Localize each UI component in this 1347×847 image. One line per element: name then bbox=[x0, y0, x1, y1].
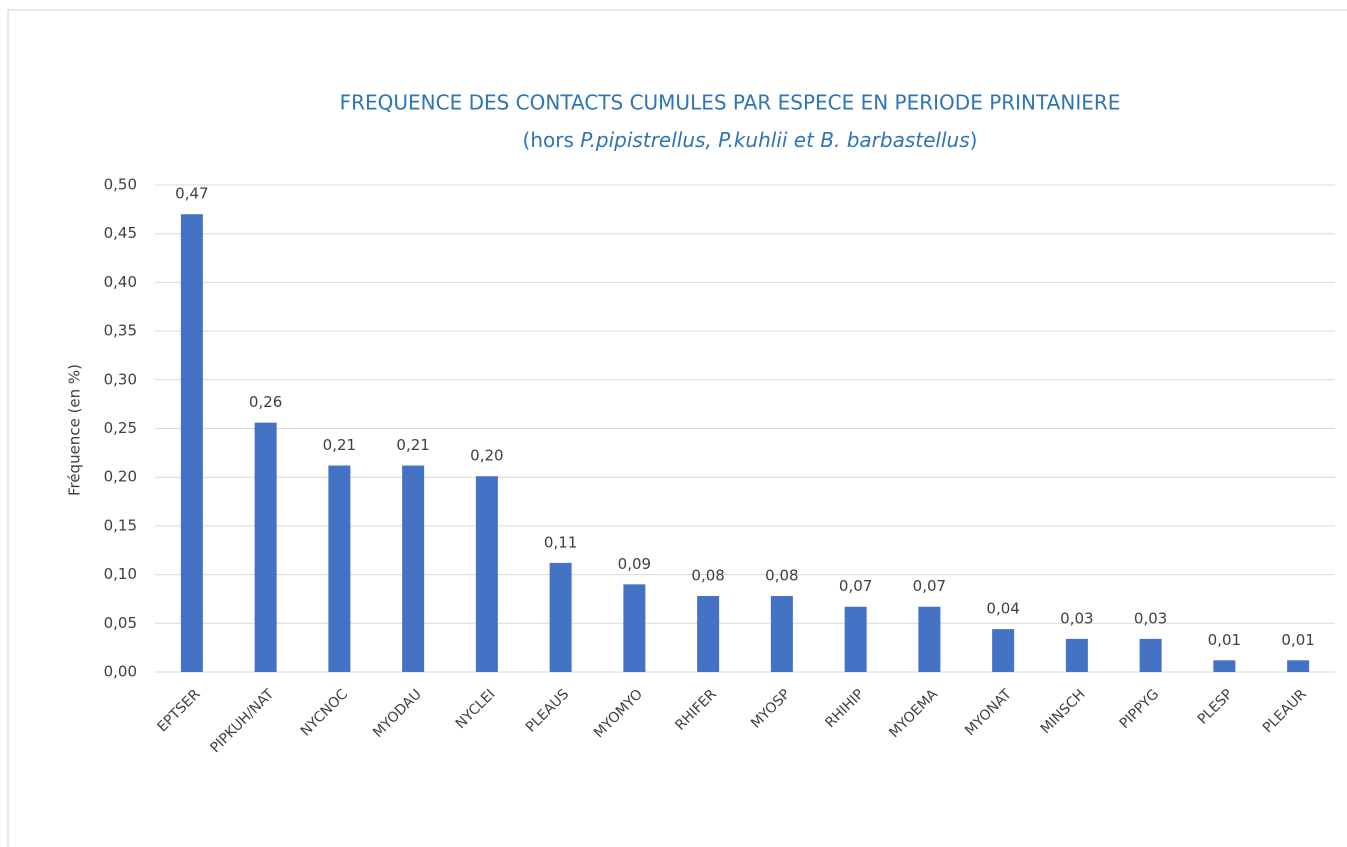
data-label: 0,47 bbox=[175, 185, 208, 203]
data-label: 0,01 bbox=[1208, 631, 1241, 649]
bar bbox=[254, 422, 277, 672]
bar bbox=[1213, 660, 1236, 672]
bar bbox=[1065, 638, 1088, 672]
bar bbox=[770, 596, 793, 672]
bar bbox=[918, 606, 941, 672]
data-label: 0,21 bbox=[323, 436, 356, 454]
x-tick-label: MYONAT bbox=[962, 686, 1015, 739]
x-tick-label: MYODAU bbox=[370, 686, 425, 741]
bar bbox=[328, 465, 351, 672]
x-tick-label: NYCNOC bbox=[298, 686, 351, 739]
y-tick-label: 0,25 bbox=[104, 419, 137, 437]
x-tick-label: PIPKUH/NAT bbox=[207, 686, 277, 756]
data-label: 0,11 bbox=[544, 533, 577, 551]
bar bbox=[475, 476, 498, 672]
y-tick-label: 0,30 bbox=[104, 370, 137, 388]
y-tick-label: 0,10 bbox=[104, 565, 137, 583]
y-tick-label: 0,40 bbox=[104, 273, 137, 291]
x-tick-label: MYOMYO bbox=[591, 686, 646, 741]
y-tick-label: 0,00 bbox=[104, 663, 137, 681]
data-label: 0,04 bbox=[986, 600, 1019, 618]
x-tick-label: NYCLEI bbox=[453, 686, 499, 732]
y-tick-label: 0,35 bbox=[104, 322, 137, 340]
bar bbox=[180, 214, 203, 672]
chart-title: FREQUENCE DES CONTACTS CUMULES PAR ESPEC… bbox=[340, 91, 1121, 115]
chart-subtitle: (hors P.pipistrellus, P.kuhlii et B. bar… bbox=[523, 128, 978, 152]
bar bbox=[1287, 660, 1310, 672]
x-tick-label: RHIHIP bbox=[822, 686, 867, 731]
subtitle-part: et B. barbastellus bbox=[794, 128, 970, 152]
y-tick-label: 0,45 bbox=[104, 224, 137, 242]
x-tick-label: PLEAUR bbox=[1260, 686, 1310, 736]
subtitle-part: P.pipistrellus, P.kuhlii bbox=[580, 128, 788, 152]
subtitle-part: ) bbox=[970, 128, 978, 152]
data-label: 0,01 bbox=[1281, 631, 1314, 649]
bar bbox=[697, 596, 720, 672]
y-tick-label: 0,05 bbox=[104, 614, 137, 632]
data-label: 0,26 bbox=[249, 393, 282, 411]
y-tick-label: 0,15 bbox=[104, 516, 137, 534]
bar bbox=[549, 562, 572, 672]
bar bbox=[992, 629, 1015, 672]
x-tick-label: MYOEMA bbox=[886, 686, 941, 741]
subtitle-part: (hors bbox=[523, 128, 581, 152]
data-label: 0,03 bbox=[1060, 609, 1093, 627]
y-tick-label: 0,20 bbox=[104, 468, 137, 486]
x-tick-label: RHIFER bbox=[672, 686, 720, 734]
bar bbox=[623, 584, 646, 672]
x-tick-label: PLEAUS bbox=[523, 686, 572, 735]
data-label: 0,03 bbox=[1134, 609, 1167, 627]
data-label: 0,09 bbox=[618, 555, 651, 573]
data-label: 0,07 bbox=[839, 577, 872, 595]
y-axis-label: Fréquence (en %) bbox=[66, 364, 84, 496]
x-tick-label: EPTSER bbox=[155, 686, 204, 735]
x-tick-label: MYOSP bbox=[748, 686, 793, 731]
data-label: 0,08 bbox=[691, 567, 724, 585]
x-tick-label: MINSCH bbox=[1038, 686, 1089, 737]
x-tick-label: PIPPYG bbox=[1117, 686, 1163, 732]
chart-frame bbox=[7, 9, 1347, 847]
bar bbox=[844, 606, 867, 672]
bar bbox=[1139, 638, 1162, 672]
data-label: 0,20 bbox=[470, 447, 503, 465]
data-label: 0,08 bbox=[765, 567, 798, 585]
bar bbox=[402, 465, 425, 672]
data-label: 0,07 bbox=[913, 577, 946, 595]
x-tick-label: PLESP bbox=[1195, 686, 1236, 727]
y-tick-label: 0,50 bbox=[104, 176, 137, 194]
data-label: 0,21 bbox=[396, 436, 429, 454]
